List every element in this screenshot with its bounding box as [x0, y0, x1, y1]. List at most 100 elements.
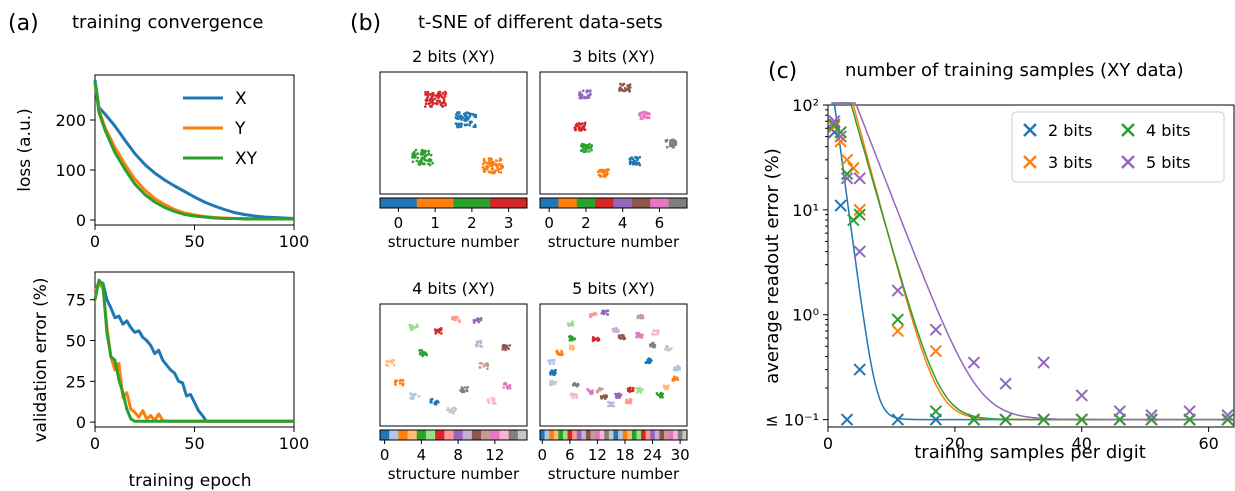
colorbar-cell	[636, 430, 642, 440]
tsne-point	[672, 142, 676, 146]
tsne-point	[678, 368, 681, 371]
colorbar-cell	[425, 430, 436, 440]
tsne-point	[570, 324, 574, 327]
tsne-cluster	[547, 358, 556, 366]
tsne-point	[498, 157, 502, 160]
colorbar-frame	[379, 429, 528, 441]
tsne-cluster	[637, 110, 651, 120]
legend-label: 5 bits	[1146, 153, 1190, 172]
tsne-point	[636, 334, 639, 337]
tsne-point	[626, 400, 629, 404]
tsne-point	[426, 153, 430, 157]
tsne-point	[393, 381, 397, 384]
panel-a-letter: (a)	[8, 11, 39, 36]
colorbar-tick-label: 24	[643, 446, 662, 464]
samples-ticks: 0 20 40 60 ≤ 10⁻¹ 10⁰ 10¹ 10²	[765, 96, 1219, 453]
tsne-cluster	[549, 368, 557, 377]
tsne-point	[507, 386, 511, 389]
tsne-point	[459, 115, 462, 118]
tsne-point	[586, 94, 590, 97]
tsne-point	[594, 312, 598, 315]
tsne-point	[478, 317, 482, 321]
tsne-point	[502, 386, 505, 389]
tsne-cluster	[384, 358, 396, 367]
tsne-point	[419, 152, 423, 156]
tsne-point	[638, 112, 642, 115]
tsne-point	[598, 170, 601, 173]
tsne-point	[641, 388, 644, 391]
tsne-point	[629, 160, 633, 164]
tsne-point	[580, 94, 584, 97]
tsne-point	[600, 312, 604, 315]
tsne-point	[446, 408, 449, 412]
colorbar-cell	[576, 198, 596, 208]
tsne-point	[551, 359, 554, 363]
tsne-point	[569, 345, 573, 349]
tsne-point	[566, 322, 570, 326]
tsne-point	[646, 358, 649, 362]
tsne-point	[430, 104, 434, 107]
tsne-point	[494, 169, 498, 172]
tsne-point	[461, 390, 465, 394]
tsne-point	[571, 335, 574, 339]
colorbar-tick-label: 2	[581, 214, 591, 232]
tsne-point	[652, 329, 655, 333]
tsne-point	[672, 377, 675, 381]
tsne-point	[419, 351, 422, 355]
tsne-point	[495, 159, 498, 162]
tsne-point	[435, 95, 439, 98]
tsne-point	[439, 103, 443, 107]
tsne-point	[596, 390, 599, 394]
tsne-cluster	[648, 341, 657, 349]
tsne-point	[586, 143, 590, 147]
marker-3-bits	[834, 135, 847, 148]
tsne-point	[584, 148, 588, 152]
tsne-point	[614, 392, 617, 396]
tsne-point	[612, 404, 616, 408]
tsne-point	[580, 128, 583, 132]
colorbar-tick-label: 0	[380, 446, 390, 464]
marker-5-bits	[1145, 409, 1158, 422]
colorbar-cell	[590, 430, 596, 440]
tsne-cluster	[600, 309, 610, 316]
tsne-point	[573, 126, 576, 129]
colorbar-cell	[650, 198, 669, 208]
tsne-point	[391, 360, 394, 364]
tsne-point	[472, 319, 476, 323]
tsne-point	[394, 383, 397, 387]
tsne-point	[639, 391, 642, 394]
samples-plot: 0 20 40 60 ≤ 10⁻¹ 10⁰ 10¹ 10² average readout e…	[762, 96, 1235, 463]
tsne-point	[494, 402, 497, 405]
marker-5-bits	[999, 377, 1012, 390]
legend-xy: XY	[235, 149, 258, 169]
tsne-point	[456, 125, 459, 129]
colorbar-cell	[549, 430, 555, 440]
tsne-point	[401, 382, 405, 385]
marker-5-bits	[1113, 405, 1127, 418]
tsne-point	[637, 388, 641, 392]
tsne-point	[555, 349, 559, 353]
tsne-point	[598, 173, 602, 177]
colorbar-cell	[444, 430, 454, 440]
marker-4-bits	[1221, 413, 1234, 426]
tsne-point	[486, 367, 489, 371]
colorbar-cell	[490, 198, 528, 208]
colorbar-cell	[631, 198, 651, 208]
tsne-point	[485, 362, 488, 366]
tsne-point	[489, 171, 492, 174]
tsne-point	[600, 397, 603, 400]
tsne-point	[492, 161, 495, 164]
colorbar-cell	[499, 430, 509, 440]
tsne-point	[669, 144, 672, 147]
tsne-point	[655, 392, 659, 395]
colorbar-cell	[558, 198, 578, 208]
tsne-point	[425, 353, 429, 357]
tsne-point	[550, 383, 554, 386]
tsne-point	[460, 118, 463, 121]
tsne-point	[629, 86, 632, 89]
colorbar-cell	[595, 430, 601, 440]
samples-ylabel: average readout error (%)	[762, 148, 783, 384]
colorbar-label: structure number	[548, 233, 680, 251]
